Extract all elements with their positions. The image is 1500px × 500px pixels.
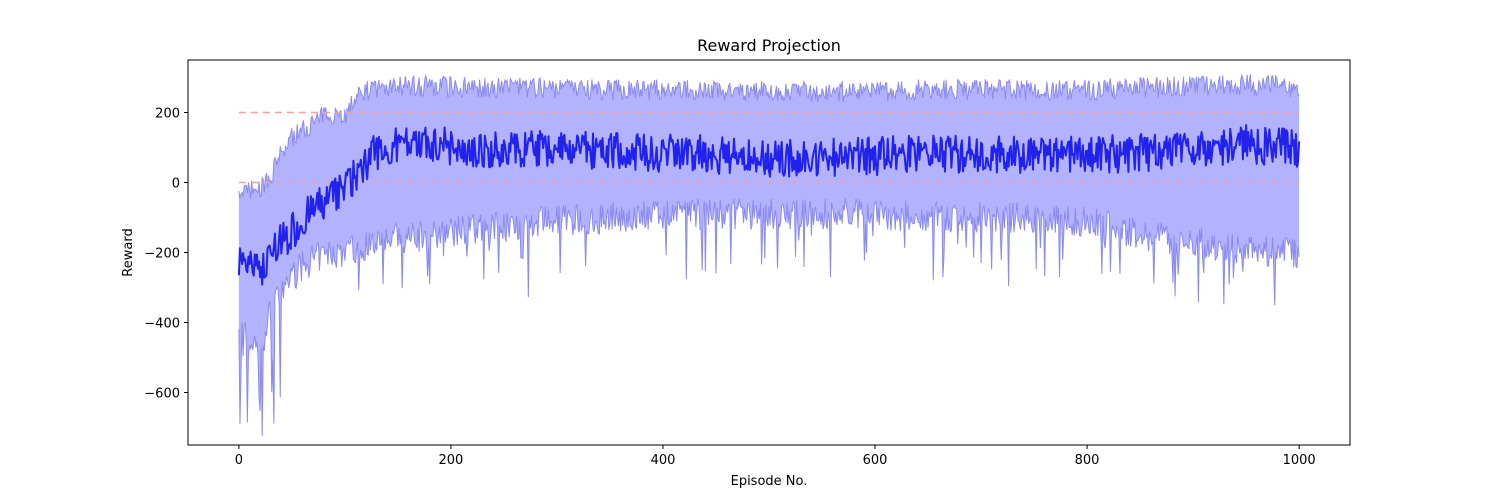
y-axis-label: Reward <box>121 228 136 276</box>
x-axis: 0 200 400 600 800 1000 <box>235 445 1316 468</box>
x-tick-label: 600 <box>863 453 888 468</box>
x-axis-label: Episode No. <box>731 474 808 489</box>
x-tick-label: 200 <box>439 453 464 468</box>
y-axis: −600 −400 −200 0 200 <box>144 107 188 402</box>
chart-title: Reward Projection <box>697 36 841 55</box>
y-tick-label: −200 <box>144 247 180 262</box>
upper-envelope-line <box>238 73 1300 199</box>
plot-area <box>237 73 1301 437</box>
y-tick-label: −400 <box>144 317 180 332</box>
x-tick-label: 800 <box>1075 453 1100 468</box>
mean-reward-line <box>237 124 1301 286</box>
lower-envelope-line <box>238 198 1300 437</box>
y-tick-label: −600 <box>144 387 180 402</box>
y-tick-label: 0 <box>172 177 180 192</box>
x-tick-label: 0 <box>235 453 243 468</box>
x-tick-label: 1000 <box>1283 453 1316 468</box>
x-tick-label: 400 <box>651 453 676 468</box>
reward-band-area <box>238 74 1300 437</box>
y-tick-label: 200 <box>155 107 180 122</box>
